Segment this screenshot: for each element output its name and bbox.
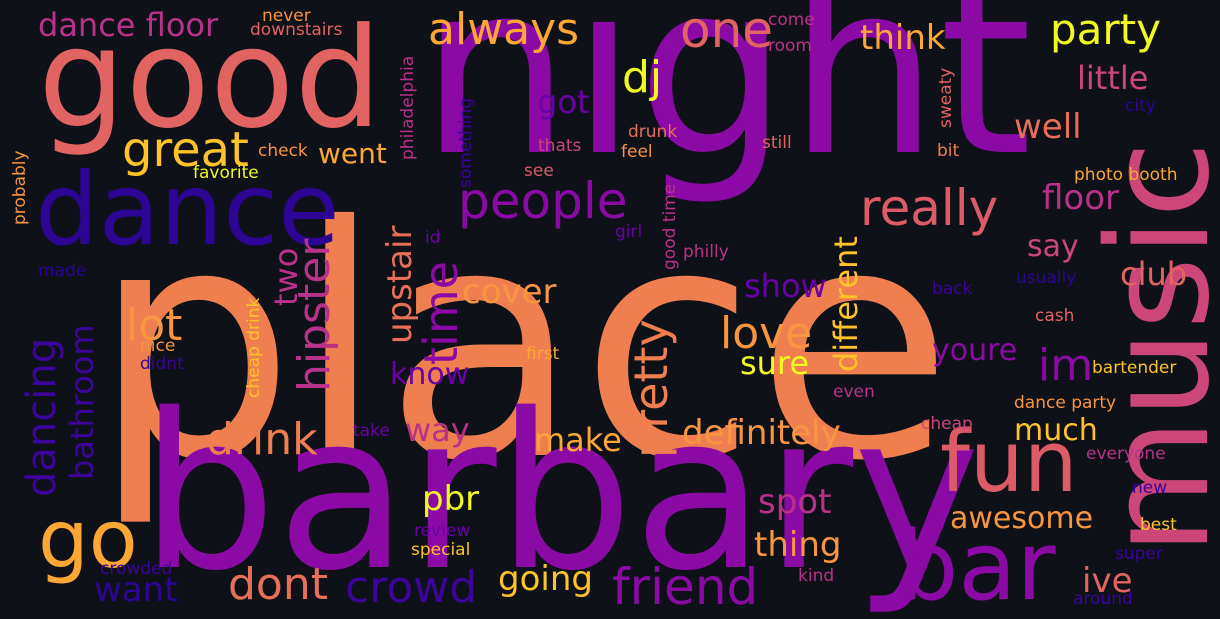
- word: always: [428, 4, 580, 55]
- word: come: [768, 10, 815, 30]
- word: time: [414, 261, 468, 365]
- word: dance floor: [38, 6, 219, 44]
- word: favorite: [193, 163, 259, 183]
- word: dont: [228, 559, 328, 610]
- word: good time: [660, 183, 680, 270]
- word: see: [524, 161, 554, 181]
- word: really: [860, 179, 999, 237]
- word: photo booth: [1074, 165, 1178, 185]
- word: got: [537, 83, 590, 121]
- word: bar: [898, 512, 1056, 619]
- word: one: [680, 1, 774, 59]
- word: back: [932, 279, 973, 299]
- word: nice: [140, 336, 176, 356]
- word: philly: [683, 242, 729, 262]
- word: think: [860, 18, 946, 58]
- word: thing: [754, 525, 842, 565]
- word: well: [1014, 107, 1082, 147]
- word: drunk: [628, 122, 678, 142]
- word: review: [414, 521, 471, 541]
- word: bathroom: [63, 324, 101, 480]
- word: night: [420, 0, 1033, 209]
- word: usually: [1016, 268, 1077, 288]
- word: dance party: [1014, 393, 1117, 413]
- word: something: [456, 97, 476, 188]
- word: dance: [35, 151, 340, 268]
- word: little: [1077, 59, 1149, 97]
- word: special: [411, 540, 471, 560]
- word: philadelphia: [398, 55, 418, 160]
- word: im: [1038, 340, 1094, 391]
- word: first: [526, 344, 560, 364]
- word: cheap drink: [244, 297, 264, 398]
- word: cover: [462, 272, 557, 312]
- word: girl: [615, 222, 643, 242]
- word: room: [768, 36, 812, 56]
- word: check: [258, 141, 308, 161]
- word: make: [534, 421, 622, 459]
- word: still: [762, 133, 792, 153]
- word: city: [1125, 96, 1156, 116]
- word: ive: [1082, 561, 1133, 601]
- word: floor: [1042, 178, 1119, 218]
- word: sure: [740, 344, 810, 382]
- word: pbr: [422, 479, 480, 519]
- word: much: [1014, 413, 1098, 448]
- word: pretty: [624, 319, 678, 458]
- word: going: [498, 559, 593, 599]
- word: drink: [206, 414, 318, 465]
- word: thats: [538, 136, 582, 156]
- word: bit: [937, 141, 960, 161]
- word: best: [1140, 515, 1177, 535]
- word: dancing: [19, 337, 65, 497]
- word: fun: [940, 413, 1078, 512]
- word: around: [1073, 589, 1133, 609]
- word: went: [318, 137, 387, 170]
- word: barbary: [140, 367, 981, 618]
- word: cheap: [921, 414, 973, 434]
- word: dj: [622, 52, 663, 103]
- word: super: [1115, 544, 1163, 564]
- word: never: [262, 6, 311, 26]
- word: two: [267, 247, 305, 306]
- word: everyone: [1086, 444, 1166, 464]
- word: feel: [621, 142, 653, 162]
- word: want: [94, 570, 178, 610]
- word: lot: [126, 300, 183, 351]
- word: different: [827, 236, 865, 372]
- word: upstair: [380, 225, 420, 344]
- word: crowd: [345, 562, 478, 613]
- word: definitely: [682, 413, 841, 453]
- word: cash: [1035, 306, 1075, 326]
- word: downstairs: [250, 20, 343, 40]
- word: take: [353, 421, 390, 441]
- word: place: [92, 159, 953, 531]
- word: great: [122, 122, 249, 178]
- word: go: [38, 493, 138, 586]
- word: crowded: [100, 559, 173, 579]
- word: say: [1027, 229, 1079, 264]
- word: party: [1050, 5, 1161, 54]
- word: club: [1120, 255, 1188, 293]
- word: sweaty: [936, 67, 956, 128]
- word: awesome: [950, 501, 1094, 536]
- word: know: [390, 357, 470, 392]
- word: kind: [798, 566, 835, 586]
- word: love: [720, 308, 813, 359]
- word: friend: [612, 558, 759, 616]
- word: made: [38, 261, 87, 281]
- word: youre: [932, 333, 1018, 368]
- word: spot: [758, 482, 832, 522]
- word: didnt: [140, 354, 184, 374]
- word: show: [744, 267, 827, 305]
- word: even: [833, 382, 875, 402]
- word: way: [405, 411, 470, 449]
- word: bartender: [1092, 358, 1177, 378]
- word: good: [38, 0, 383, 159]
- word: id: [425, 228, 441, 248]
- word: new: [1132, 478, 1168, 498]
- word: probably: [10, 150, 30, 225]
- word: people: [458, 172, 628, 230]
